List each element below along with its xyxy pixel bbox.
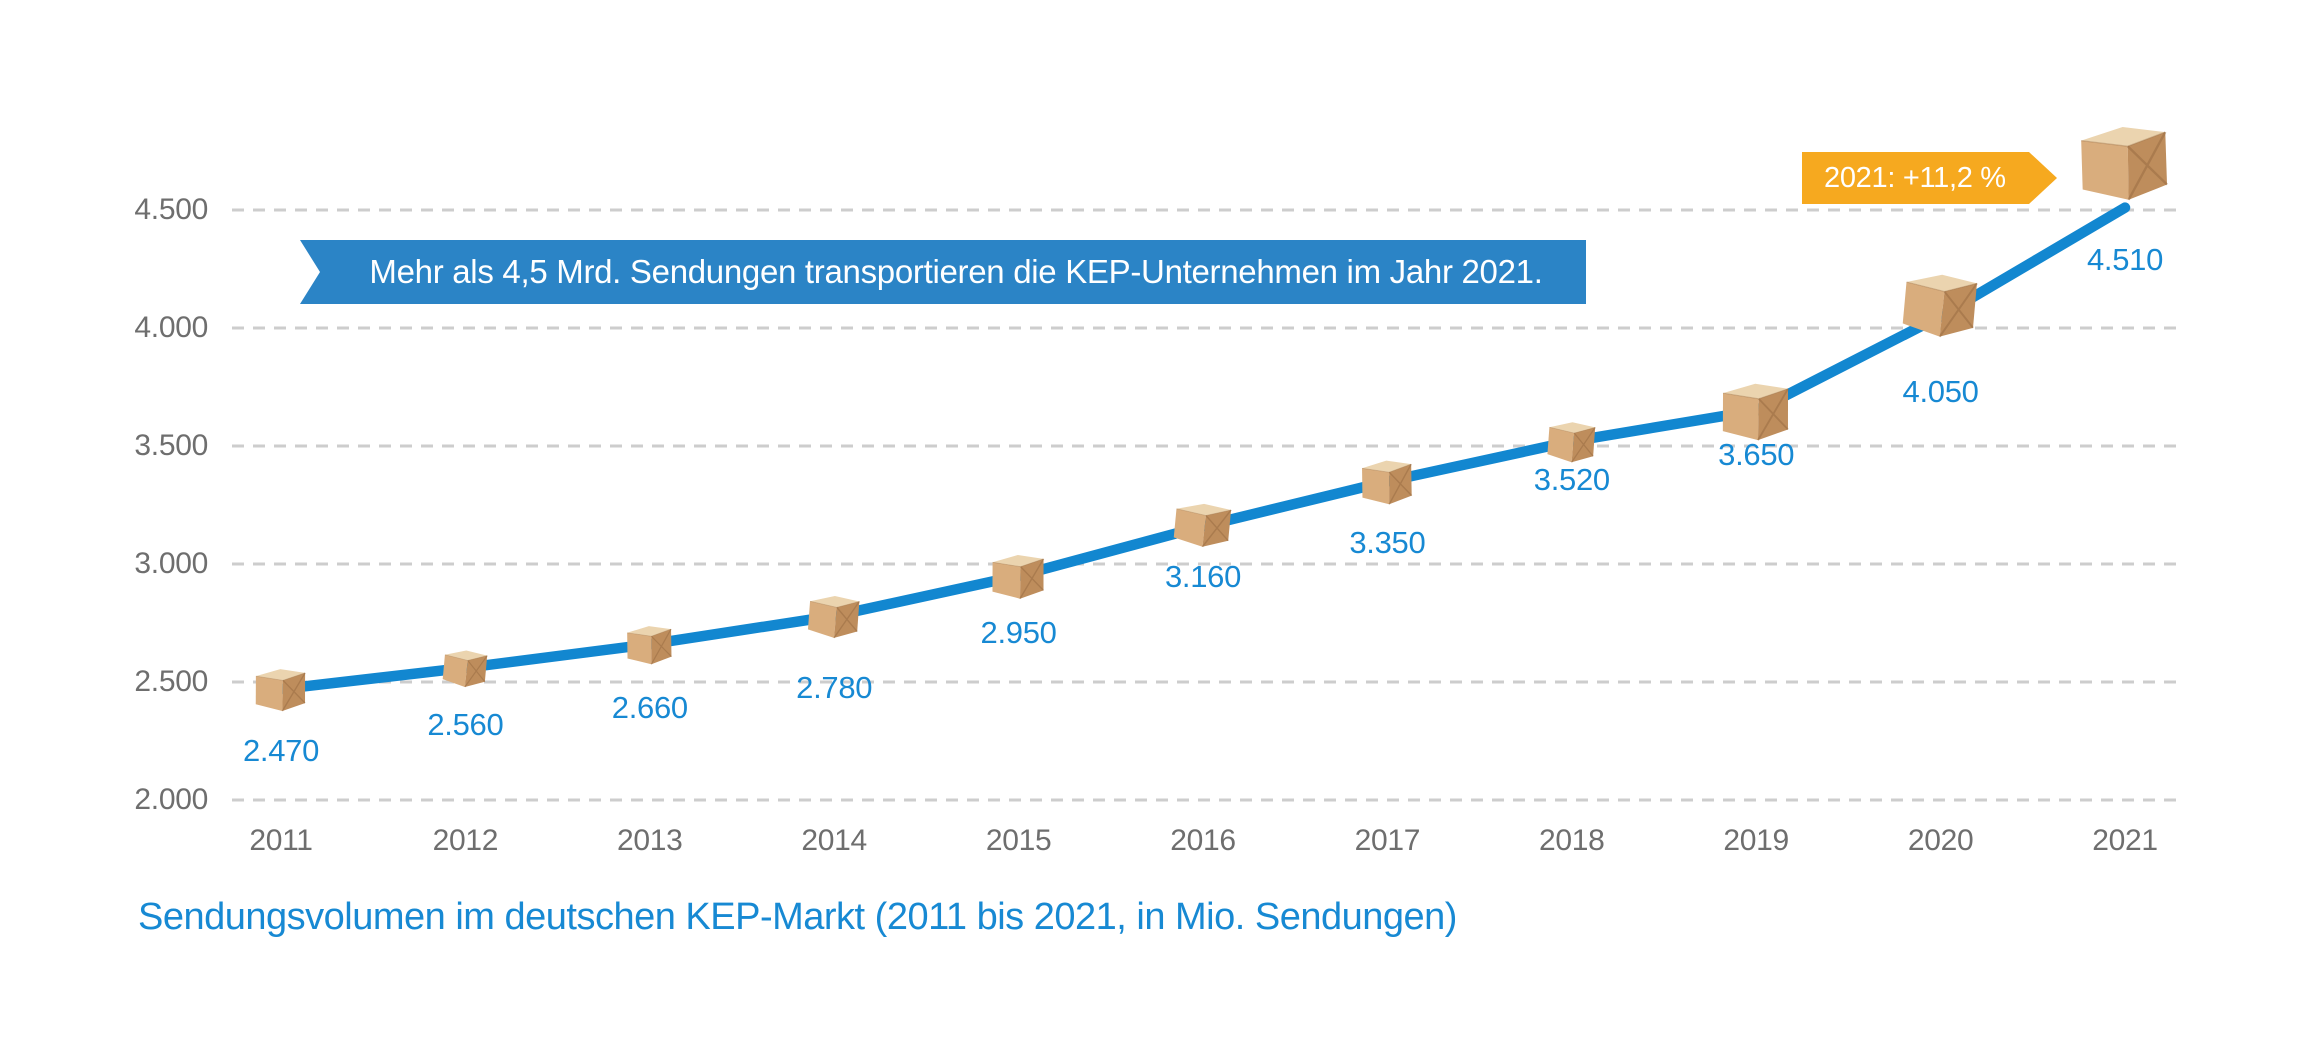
y-tick-label: 2.000 bbox=[134, 783, 208, 816]
x-tick-label: 2015 bbox=[985, 824, 1052, 857]
x-tick-label: 2017 bbox=[1354, 824, 1421, 857]
growth-badge: 2021: +11,2 % bbox=[1802, 152, 2057, 204]
parcel-box-icon bbox=[1902, 274, 1978, 338]
y-tick-label: 2.500 bbox=[134, 665, 208, 698]
data-value-label: 2.780 bbox=[796, 669, 873, 705]
y-tick-label: 4.000 bbox=[134, 311, 208, 344]
data-value-label: 3.350 bbox=[1349, 525, 1426, 561]
y-tick-label: 4.500 bbox=[134, 193, 208, 226]
parcel-box-icon bbox=[442, 650, 488, 688]
x-tick-label: 2020 bbox=[1907, 824, 1974, 857]
x-tick-label: 2013 bbox=[617, 824, 683, 857]
data-value-label: 3.160 bbox=[1164, 559, 1242, 595]
parcel-box-icon bbox=[807, 595, 860, 639]
x-tick-label: 2018 bbox=[1539, 824, 1605, 857]
data-value-label: 2.470 bbox=[242, 733, 320, 769]
y-tick-label: 3.000 bbox=[134, 547, 208, 580]
parcel-box-icon bbox=[1722, 383, 1789, 441]
x-tick-label: 2019 bbox=[1723, 824, 1789, 857]
parcel-box-icon bbox=[1361, 460, 1413, 505]
parcel-box-icon bbox=[1173, 503, 1232, 548]
parcel-box-icon bbox=[1547, 422, 1596, 463]
data-value-label: 3.650 bbox=[1718, 436, 1795, 472]
parcel-box-icon bbox=[255, 669, 306, 712]
x-tick-label: 2011 bbox=[249, 824, 313, 857]
y-tick-label: 3.500 bbox=[134, 429, 208, 462]
x-tick-label: 2021 bbox=[2092, 824, 2158, 857]
parcel-box-icon bbox=[2081, 127, 2168, 201]
x-tick-label: 2014 bbox=[801, 824, 867, 857]
data-value-label: 3.520 bbox=[1533, 462, 1610, 498]
data-value-label: 2.560 bbox=[427, 706, 504, 742]
parcel-box-icon bbox=[992, 555, 1045, 600]
headline-banner: Mehr als 4,5 Mrd. Sendungen transportier… bbox=[300, 240, 1586, 304]
x-tick-label: 2016 bbox=[1170, 824, 1236, 857]
data-value-label: 2.660 bbox=[611, 690, 688, 726]
parcel-box-icon bbox=[627, 626, 672, 665]
headline-banner-text: Mehr als 4,5 Mrd. Sendungen transportier… bbox=[369, 253, 1543, 290]
data-value-label: 4.050 bbox=[1902, 374, 1979, 410]
data-value-label: 2.950 bbox=[980, 614, 1057, 650]
data-value-label: 4.510 bbox=[2086, 241, 2164, 277]
growth-badge-text: 2021: +11,2 % bbox=[1824, 161, 2006, 194]
chart-caption: Sendungsvolumen im deutschen KEP-Markt (… bbox=[138, 896, 1457, 938]
x-tick-label: 2012 bbox=[432, 824, 499, 857]
